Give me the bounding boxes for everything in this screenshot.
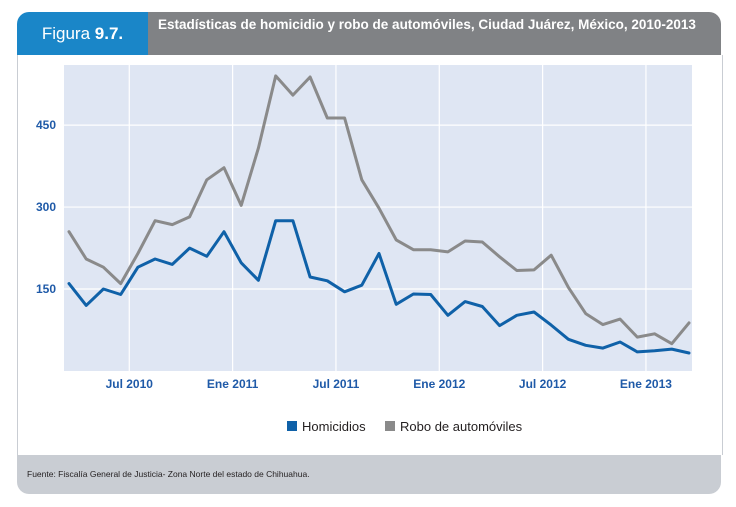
- x-tick-label: Ene 2013: [620, 377, 672, 391]
- figure-label-number: 9.7.: [94, 24, 124, 43]
- x-tick-label: Ene 2011: [207, 377, 259, 391]
- series-line-robo: [67, 74, 691, 346]
- figure-label-prefix: Figura: [41, 24, 95, 43]
- x-tick-label: Jul 2012: [519, 377, 567, 391]
- plot-area: [64, 65, 692, 371]
- y-tick-label: 150: [36, 282, 56, 296]
- y-tick-label: 300: [36, 200, 56, 214]
- title-bar: [148, 12, 721, 55]
- legend-swatch-robo: [385, 421, 395, 431]
- x-tick-label: Ene 2012: [413, 377, 465, 391]
- y-tick-label: 450: [36, 118, 56, 132]
- figure-label: Figura 9.7.: [17, 12, 148, 55]
- legend-label-robo: Robo de automóviles: [400, 419, 523, 434]
- x-tick-label: Jul 2010: [106, 377, 154, 391]
- x-tick-label: Jul 2011: [313, 377, 360, 391]
- figure-label-box: [17, 12, 148, 55]
- chart-title: Estadísticas de homicidio y robo de auto…: [158, 17, 696, 32]
- footer-bar: [17, 455, 721, 494]
- source-note: Fuente: Fiscalía General de Justicia- Zo…: [27, 469, 310, 479]
- legend-swatch-homicidios: [287, 421, 297, 431]
- legend-label-homicidios: Homicidios: [302, 419, 366, 434]
- series-line-homicidios: [67, 219, 691, 355]
